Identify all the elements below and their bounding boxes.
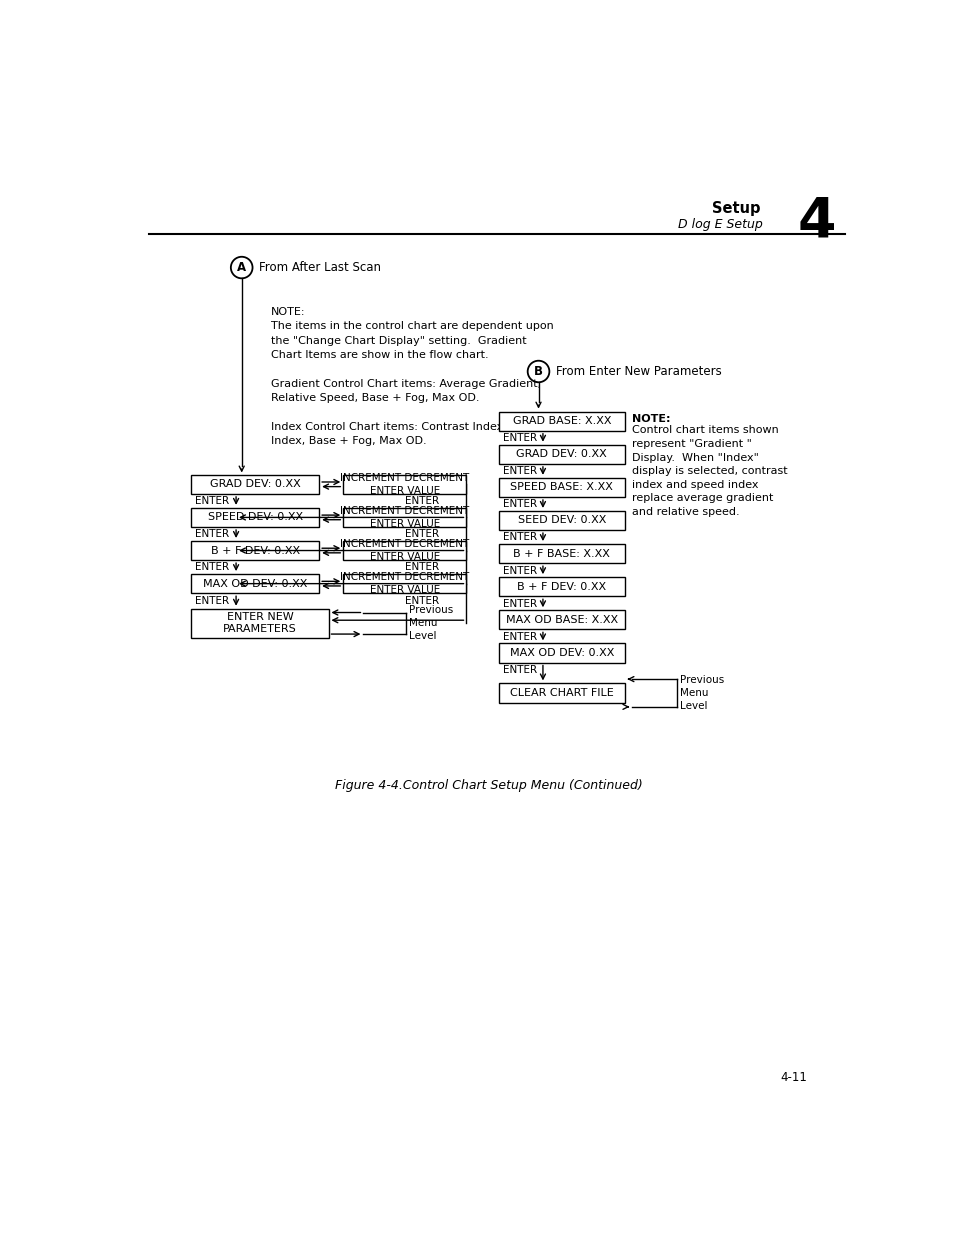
Bar	[192, 609, 328, 638]
Text: ENTER: ENTER	[502, 466, 537, 477]
Text: CLEAR CHART FILE: CLEAR CHART FILE	[509, 688, 613, 698]
Bar	[498, 478, 624, 496]
Text: Figure 4-4.Control Chart Setup Menu (Continued): Figure 4-4.Control Chart Setup Menu (Con…	[335, 779, 642, 792]
Text: From Enter New Parameters: From Enter New Parameters	[555, 366, 720, 378]
Text: ENTER: ENTER	[502, 664, 537, 674]
Text: B: B	[534, 366, 542, 378]
Text: Control chart items shown
represent "Gradient "
Display.  When "Index"
display i: Control chart items shown represent "Gra…	[632, 425, 787, 517]
Bar	[343, 541, 466, 561]
Text: ENTER: ENTER	[502, 599, 537, 609]
Bar	[343, 574, 466, 593]
Text: GRAD BASE: X.XX: GRAD BASE: X.XX	[512, 416, 610, 426]
Text: ENTER: ENTER	[502, 433, 537, 443]
Text: ENTER: ENTER	[195, 496, 229, 506]
Bar	[192, 574, 319, 593]
Text: ENTER: ENTER	[405, 530, 439, 540]
Text: ENTER: ENTER	[195, 562, 229, 573]
Bar	[498, 511, 624, 530]
Text: MAX OD BASE: X.XX: MAX OD BASE: X.XX	[505, 615, 618, 625]
Text: ENTER: ENTER	[195, 530, 229, 540]
Bar	[192, 541, 319, 561]
Text: SPEED BASE: X.XX: SPEED BASE: X.XX	[510, 483, 613, 493]
Text: From After Last Scan: From After Last Scan	[258, 261, 380, 274]
Text: ENTER: ENTER	[502, 566, 537, 576]
Text: GRAD DEV: 0.XX: GRAD DEV: 0.XX	[210, 479, 300, 489]
Text: INCREMENT DECREMENT
ENTER VALUE: INCREMENT DECREMENT ENTER VALUE	[340, 573, 469, 595]
Bar	[498, 683, 624, 703]
Text: ENTER: ENTER	[502, 499, 537, 509]
Text: ENTER: ENTER	[502, 532, 537, 542]
Text: GRAD DEV: 0.XX: GRAD DEV: 0.XX	[516, 450, 606, 459]
Text: SEED DEV: 0.XX: SEED DEV: 0.XX	[517, 515, 605, 526]
Text: INCREMENT DECREMENT
ENTER VALUE: INCREMENT DECREMENT ENTER VALUE	[340, 506, 469, 529]
Text: ENTER: ENTER	[502, 632, 537, 642]
Text: MAX OD DEV: 0.XX: MAX OD DEV: 0.XX	[203, 579, 307, 589]
Bar	[192, 508, 319, 527]
Text: SPEED DEV: 0.XX: SPEED DEV: 0.XX	[208, 513, 302, 522]
Text: Setup: Setup	[712, 200, 760, 216]
Bar	[498, 445, 624, 464]
Bar	[498, 543, 624, 563]
Text: NOTE:
The items in the control chart are dependent upon
the "Change Chart Displa: NOTE: The items in the control chart are…	[271, 306, 554, 446]
Bar	[343, 474, 466, 494]
Text: Previous
Menu
Level: Previous Menu Level	[679, 674, 724, 711]
Text: ENTER: ENTER	[405, 496, 439, 506]
Text: 4: 4	[797, 194, 835, 248]
Bar	[498, 610, 624, 630]
Text: 4-11: 4-11	[780, 1071, 806, 1084]
Bar	[498, 643, 624, 662]
Text: ENTER NEW
PARAMETERS: ENTER NEW PARAMETERS	[223, 613, 296, 635]
Text: MAX OD DEV: 0.XX: MAX OD DEV: 0.XX	[509, 648, 614, 658]
Bar	[192, 474, 319, 494]
Text: ENTER: ENTER	[405, 562, 439, 573]
Text: B + F DEV: 0.XX: B + F DEV: 0.XX	[211, 546, 299, 556]
Text: D log E Setup: D log E Setup	[677, 217, 761, 231]
Text: Previous
Menu
Level: Previous Menu Level	[409, 605, 453, 641]
Text: ENTER: ENTER	[195, 595, 229, 605]
Text: ENTER: ENTER	[405, 595, 439, 605]
Text: B + F DEV: 0.XX: B + F DEV: 0.XX	[517, 582, 606, 592]
Text: INCREMENT DECREMENT
ENTER VALUE: INCREMENT DECREMENT ENTER VALUE	[340, 540, 469, 562]
Text: B + F BASE: X.XX: B + F BASE: X.XX	[513, 548, 610, 558]
Text: NOTE:: NOTE:	[632, 414, 670, 424]
Text: INCREMENT DECREMENT
ENTER VALUE: INCREMENT DECREMENT ENTER VALUE	[340, 473, 469, 495]
Bar	[343, 508, 466, 527]
Bar	[498, 411, 624, 431]
Bar	[498, 577, 624, 597]
Text: A: A	[237, 261, 246, 274]
